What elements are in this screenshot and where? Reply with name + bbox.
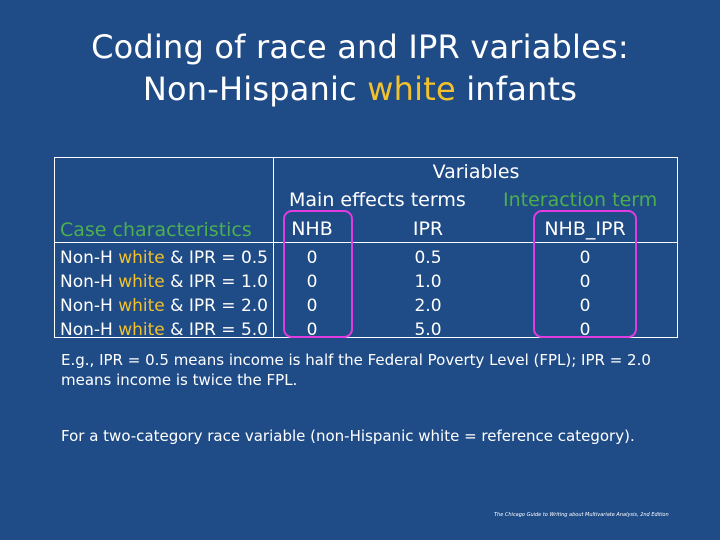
row-label-highlight: white <box>118 320 165 340</box>
interaction-term-header: Interaction term <box>503 189 658 211</box>
title-line-2-suffix: infants <box>455 70 578 108</box>
row-ipr-value: 5.0 <box>414 320 442 340</box>
title-line-2-prefix: Non-Hispanic <box>142 70 368 108</box>
reference-category-note: For a two-category race variable (non-Hi… <box>61 427 635 445</box>
row-label-prefix: Non-H <box>60 320 119 340</box>
row-label-highlight: white <box>118 272 165 292</box>
row-label-suffix: & IPR = 2.0 <box>164 296 268 316</box>
column-nhb-header: NHB <box>291 218 333 240</box>
row-case-label: Non-H white & IPR = 5.0 <box>60 318 268 342</box>
variables-header: Variables <box>432 161 520 183</box>
column-ipr-header: IPR <box>412 218 444 240</box>
row-nhb-ipr-value: 0 <box>579 248 591 268</box>
row-ipr-value: 2.0 <box>414 296 442 316</box>
row-label-prefix: Non-H <box>60 296 119 316</box>
ipr-explanation-note: E.g., IPR = 0.5 means income is half the… <box>61 351 651 389</box>
slide-title: Coding of race and IPR variables: Non-Hi… <box>0 26 720 110</box>
row-nhb-ipr-value: 0 <box>579 296 591 316</box>
table-column-divider <box>273 157 274 338</box>
coding-table <box>54 157 678 338</box>
source-footer: The Chicago Guide to Writing about Multi… <box>494 512 669 518</box>
column-nhb-ipr-header: NHB_IPR <box>544 218 626 240</box>
title-highlight-white: white <box>367 70 456 108</box>
row-label-prefix: Non-H <box>60 248 119 268</box>
row-label-suffix: & IPR = 0.5 <box>164 248 268 268</box>
row-nhb-value: 0 <box>306 296 318 316</box>
title-line-2: Non-Hispanic white infants <box>0 68 720 110</box>
nhb-column-highlight <box>283 210 353 338</box>
row-label-prefix: Non-H <box>60 272 119 292</box>
row-case-label: Non-H white & IPR = 1.0 <box>60 270 268 294</box>
nhb-ipr-column-highlight <box>533 210 637 338</box>
row-nhb-value: 0 <box>306 272 318 292</box>
row-ipr-value: 1.0 <box>414 272 442 292</box>
row-ipr-value: 0.5 <box>414 248 442 268</box>
row-nhb-ipr-value: 0 <box>579 272 591 292</box>
main-effects-header: Main effects terms <box>289 189 466 211</box>
row-label-suffix: & IPR = 1.0 <box>164 272 268 292</box>
table-header-divider <box>54 242 678 243</box>
row-nhb-value: 0 <box>306 320 318 340</box>
row-case-label: Non-H white & IPR = 0.5 <box>60 246 268 270</box>
row-label-highlight: white <box>118 248 165 268</box>
title-line-1: Coding of race and IPR variables: <box>91 28 629 66</box>
case-characteristics-header: Case characteristics <box>60 219 252 241</box>
row-case-label: Non-H white & IPR = 2.0 <box>60 294 268 318</box>
row-nhb-value: 0 <box>306 248 318 268</box>
row-label-suffix: & IPR = 5.0 <box>164 320 268 340</box>
row-label-highlight: white <box>118 296 165 316</box>
row-nhb-ipr-value: 0 <box>579 320 591 340</box>
